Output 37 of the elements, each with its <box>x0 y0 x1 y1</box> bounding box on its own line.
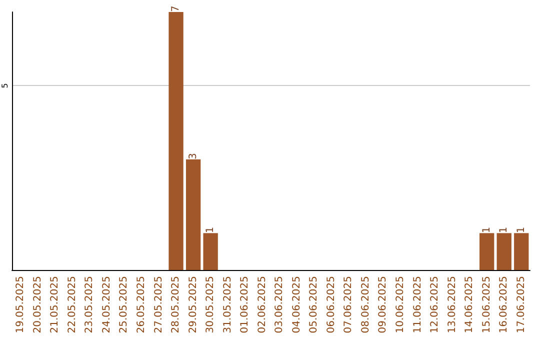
data-label: 1 <box>516 226 527 234</box>
x-tick-label: 06.06.2025 <box>326 276 337 334</box>
data-label: 1 <box>205 226 216 234</box>
x-tick-label: 01.06.2025 <box>240 276 251 334</box>
x-tick-label: 05.06.2025 <box>308 276 320 334</box>
data-label: 7 <box>170 6 182 12</box>
x-tick-label: 17.06.2025 <box>516 276 527 334</box>
x-tick-label: 07.06.2025 <box>343 276 354 334</box>
x-tick-label: 02.06.2025 <box>256 276 268 334</box>
x-tick-label: 12.06.2025 <box>430 276 441 334</box>
x-tick-label: 28.05.2025 <box>170 276 182 334</box>
x-tick-label: 31.05.2025 <box>222 276 234 334</box>
data-label: 1 <box>498 226 510 234</box>
x-tick-label: 16.06.2025 <box>498 276 510 334</box>
x-tick-label: 24.05.2025 <box>101 276 112 334</box>
data-label: 3 <box>188 153 199 160</box>
x-tick-label: 22.05.2025 <box>66 276 78 334</box>
x-tick-label: 04.06.2025 <box>291 276 302 334</box>
x-tick-label: 27.05.2025 <box>153 276 164 334</box>
x-tick-label: 21.05.2025 <box>50 276 61 334</box>
x-tick-label: 30.05.2025 <box>205 276 216 334</box>
x-tick-label: 26.05.2025 <box>136 276 147 334</box>
x-tick-label: 10.06.2025 <box>395 276 406 334</box>
x-tick-label: 25.05.2025 <box>118 276 130 334</box>
x-tick-label: 19.05.2025 <box>15 276 26 334</box>
x-tick-label: 13.06.2025 <box>446 276 458 334</box>
data-label: 1 <box>481 226 492 234</box>
x-tick-label: 08.06.2025 <box>360 276 372 334</box>
x-tick-label: 20.05.2025 <box>32 276 44 334</box>
x-tick-label: 11.06.2025 <box>412 276 424 334</box>
x-tick-label: 23.05.2025 <box>84 276 96 334</box>
x-tick-label: 03.06.2025 <box>274 276 286 334</box>
y-tick-label: 5 <box>0 83 10 88</box>
x-tick-label: 15.06.2025 <box>481 276 492 334</box>
x-tick-label: 29.05.2025 <box>188 276 199 334</box>
x-tick-label: 09.06.2025 <box>378 276 389 334</box>
x-tick-label: 14.06.2025 <box>464 276 476 334</box>
